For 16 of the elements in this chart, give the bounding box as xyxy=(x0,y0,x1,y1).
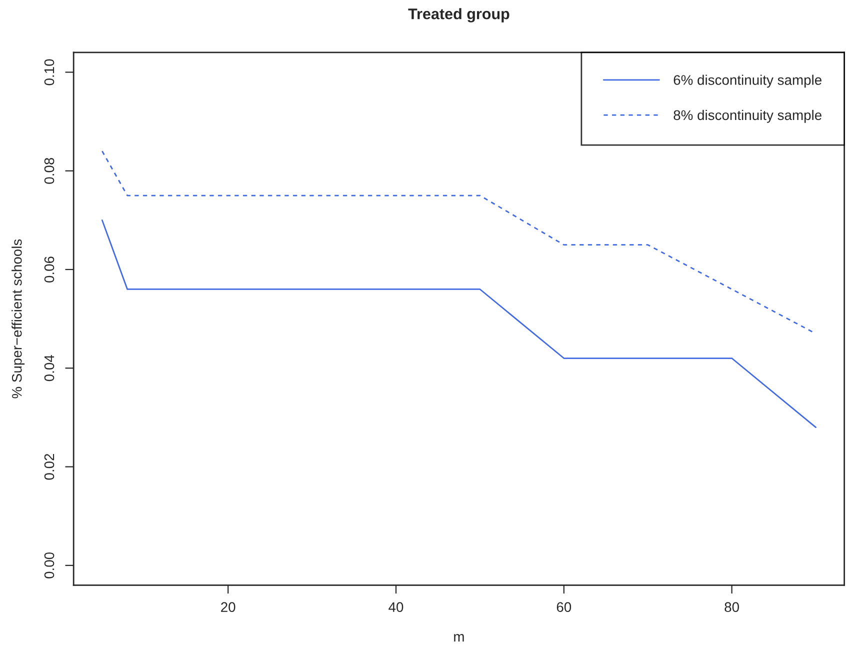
y-tick-label: 0.08 xyxy=(44,158,54,184)
x-tick-label: 80 xyxy=(724,602,739,612)
y-tick-label: 0.06 xyxy=(44,256,54,282)
chart-title: Treated group xyxy=(408,8,510,22)
legend-label: 8% discontinuity sample xyxy=(674,110,822,123)
y-tick-label: 0.10 xyxy=(44,59,54,86)
y-tick-label: 0.04 xyxy=(44,355,54,382)
line-series xyxy=(101,219,816,428)
x-tick-label: 60 xyxy=(556,602,572,612)
x-tick-label: 20 xyxy=(221,602,236,612)
y-tick-label: 0.02 xyxy=(44,454,54,480)
x-tick-label: 40 xyxy=(388,602,404,612)
y-axis-title: % Super−efficient schools xyxy=(12,239,25,398)
x-axis-title: m xyxy=(454,634,464,642)
y-tick-label: 0.00 xyxy=(44,552,54,578)
legend-label: 6% discontinuity sample xyxy=(674,74,822,88)
